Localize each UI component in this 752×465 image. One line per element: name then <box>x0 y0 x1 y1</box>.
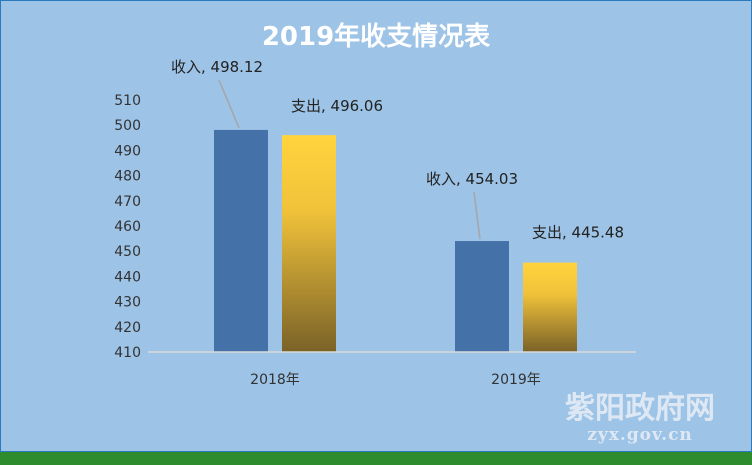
bar-expense-0 <box>282 135 336 352</box>
data-label: 收入, 498.12 <box>171 58 263 76</box>
data-label: 收入, 454.03 <box>426 170 518 188</box>
y-tick-label: 430 <box>114 295 141 311</box>
chart-title: 2019年收支情况表 <box>262 21 491 52</box>
watermark-name: 紫阳政府网 <box>565 391 715 426</box>
leader-line <box>473 191 481 240</box>
y-tick-label: 440 <box>114 269 141 285</box>
y-tick-label: 420 <box>114 320 141 336</box>
data-label: 支出, 496.06 <box>291 97 383 115</box>
y-tick-label: 500 <box>114 118 141 134</box>
y-tick-label: 450 <box>114 244 141 260</box>
watermark: 紫阳政府网 zyx.gov.cn <box>565 391 715 445</box>
bar-income-1 <box>455 241 509 352</box>
leader-line <box>218 79 240 129</box>
bar-income-0 <box>214 129 268 352</box>
x-category-label: 2018年 <box>250 372 300 388</box>
bottom-stripe <box>0 452 752 465</box>
y-tick-label: 510 <box>114 93 141 109</box>
y-tick-label: 470 <box>114 194 141 210</box>
data-label: 支出, 445.48 <box>532 224 624 242</box>
bars <box>214 129 577 352</box>
x-axis-labels: 2018年 2019年 <box>250 372 541 388</box>
chart-background <box>0 0 752 453</box>
x-category-label: 2019年 <box>491 372 541 388</box>
y-tick-label: 490 <box>114 143 141 159</box>
data-labels: 收入, 498.12 收入, 454.03 支出, 496.06 支出, 445.48 <box>171 58 624 242</box>
y-tick-label: 460 <box>114 219 141 235</box>
y-tick-label: 410 <box>114 345 141 361</box>
label-leader-lines <box>218 79 481 240</box>
bar-expense-1 <box>523 262 577 352</box>
y-axis-ticks: 410 420 430 440 450 460 470 480 490 500 510 <box>114 93 141 361</box>
y-tick-label: 480 <box>114 169 141 185</box>
watermark-url: zyx.gov.cn <box>587 425 693 445</box>
